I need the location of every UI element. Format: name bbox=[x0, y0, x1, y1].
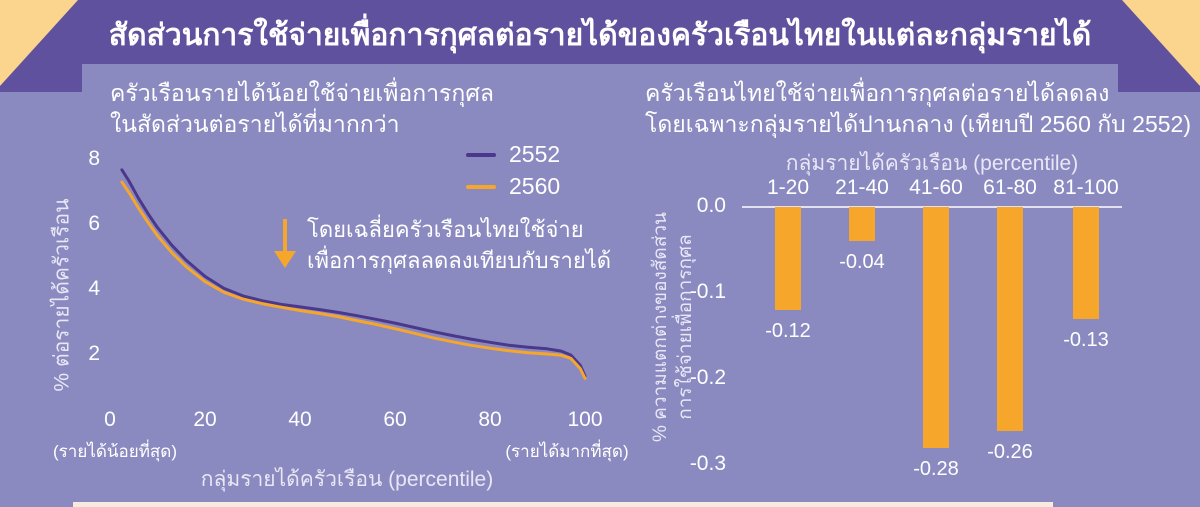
footer-strip bbox=[73, 502, 1053, 507]
left-chart-y-tick-label: 6 bbox=[88, 212, 100, 235]
right-chart-y-tick-label: -0.2 bbox=[689, 366, 726, 389]
left-chart-subtitle: ครัวเรือนรายได้น้อยใช้จ่ายเพื่อการกุศล ใ… bbox=[110, 78, 494, 140]
bar-value-label: -0.26 bbox=[987, 441, 1033, 463]
annotation-line1: โดยเฉลี่ยครัวเรือนไทยใช้จ่าย bbox=[307, 217, 584, 242]
bar-value-label: -0.28 bbox=[913, 458, 959, 480]
bar-61-80 bbox=[997, 207, 1023, 431]
right-chart-y-tick-label: -0.1 bbox=[689, 280, 726, 303]
bar-41-60 bbox=[923, 207, 949, 448]
right-chart-y-tick-label: -0.3 bbox=[689, 452, 726, 475]
down-arrow-icon bbox=[283, 219, 287, 252]
line-series-2552 bbox=[120, 168, 587, 378]
right-chart-subtitle-line2: โดยเฉพาะกลุ่มรายได้ปานกลาง (เทียบปี 2560… bbox=[645, 111, 1191, 137]
right-chart-x-axis-title: กลุ่มรายได้ครัวเรือน (percentile) bbox=[785, 152, 1079, 175]
right-chart-category-label: 41-60 bbox=[909, 176, 963, 199]
left-chart-x-max-note: (รายได้มากที่สุด) bbox=[505, 442, 629, 461]
line-series-2560 bbox=[120, 180, 587, 380]
right-chart-y-axis-title-line1: % ความแตกต่างของสัดส่วน bbox=[650, 212, 671, 442]
right-chart-category-label: 81-100 bbox=[1053, 176, 1119, 199]
annotation-line2: เพื่อการกุศลลดลงเทียบกับรายได้ bbox=[307, 248, 612, 273]
left-chart-x-axis-title: กลุ่มรายได้ครัวเรือน (percentile) bbox=[200, 468, 494, 491]
right-chart-y-tick-label: 0.0 bbox=[696, 194, 726, 217]
left-chart-x-tick-label: 60 bbox=[383, 408, 407, 431]
left-chart-x-tick-label: 100 bbox=[567, 408, 603, 431]
bar-value-label: -0.12 bbox=[765, 320, 811, 342]
down-arrow-icon-head bbox=[274, 251, 296, 268]
right-chart-category-label: 61-80 bbox=[983, 176, 1037, 199]
header-band bbox=[0, 0, 1200, 64]
left-chart-x-tick-label: 0 bbox=[104, 408, 116, 431]
left-chart-subtitle-line2: ในสัดส่วนต่อรายได้ที่มากกว่า bbox=[110, 111, 400, 137]
legend-swatch-2560 bbox=[466, 185, 496, 189]
legend-label-2560: 2560 bbox=[509, 173, 561, 199]
left-chart-y-tick-label: 2 bbox=[88, 342, 100, 365]
right-chart-category-label: 21-40 bbox=[835, 176, 889, 199]
bar-value-label: -0.13 bbox=[1063, 329, 1109, 351]
right-chart-y-axis-title: % ความแตกต่างของสัดส่วน การใช้จ่ายเพื่อก… bbox=[648, 212, 698, 442]
left-chart-annotation: โดยเฉลี่ยครัวเรือนไทยใช้จ่าย เพื่อการกุศ… bbox=[307, 214, 611, 276]
left-chart-x-tick-label: 40 bbox=[288, 408, 312, 431]
page-title: สัดส่วนการใช้จ่ายเพื่อการกุศลต่อรายได้ขอ… bbox=[108, 19, 1092, 52]
right-chart-subtitle-line1: ครัวเรือนไทยใช้จ่ายเพื่อการกุศลต่อรายได้… bbox=[645, 80, 1110, 106]
left-chart-x-tick-label: 80 bbox=[478, 408, 502, 431]
bar-1-20 bbox=[775, 207, 801, 310]
left-chart-x-tick-label: 20 bbox=[193, 408, 217, 431]
right-chart-subtitle: ครัวเรือนไทยใช้จ่ายเพื่อการกุศลต่อรายได้… bbox=[645, 78, 1191, 140]
legend-swatch-2552 bbox=[466, 153, 496, 157]
left-chart-subtitle-line1: ครัวเรือนรายได้น้อยใช้จ่ายเพื่อการกุศล bbox=[110, 80, 495, 106]
left-chart-y-tick-label: 4 bbox=[88, 277, 100, 300]
left-chart-x-min-note: (รายได้น้อยที่สุด) bbox=[53, 442, 177, 461]
right-chart-y-axis-title-line2: การใช้จ่ายเพื่อการกุศล bbox=[675, 234, 696, 420]
right-chart-category-label: 1-20 bbox=[766, 176, 810, 199]
bar-81-100 bbox=[1073, 207, 1099, 319]
bar-21-40 bbox=[849, 207, 875, 241]
legend-label-2552: 2552 bbox=[509, 141, 561, 167]
bar-value-label: -0.04 bbox=[839, 251, 885, 273]
left-chart-y-tick-label: 8 bbox=[88, 147, 100, 170]
